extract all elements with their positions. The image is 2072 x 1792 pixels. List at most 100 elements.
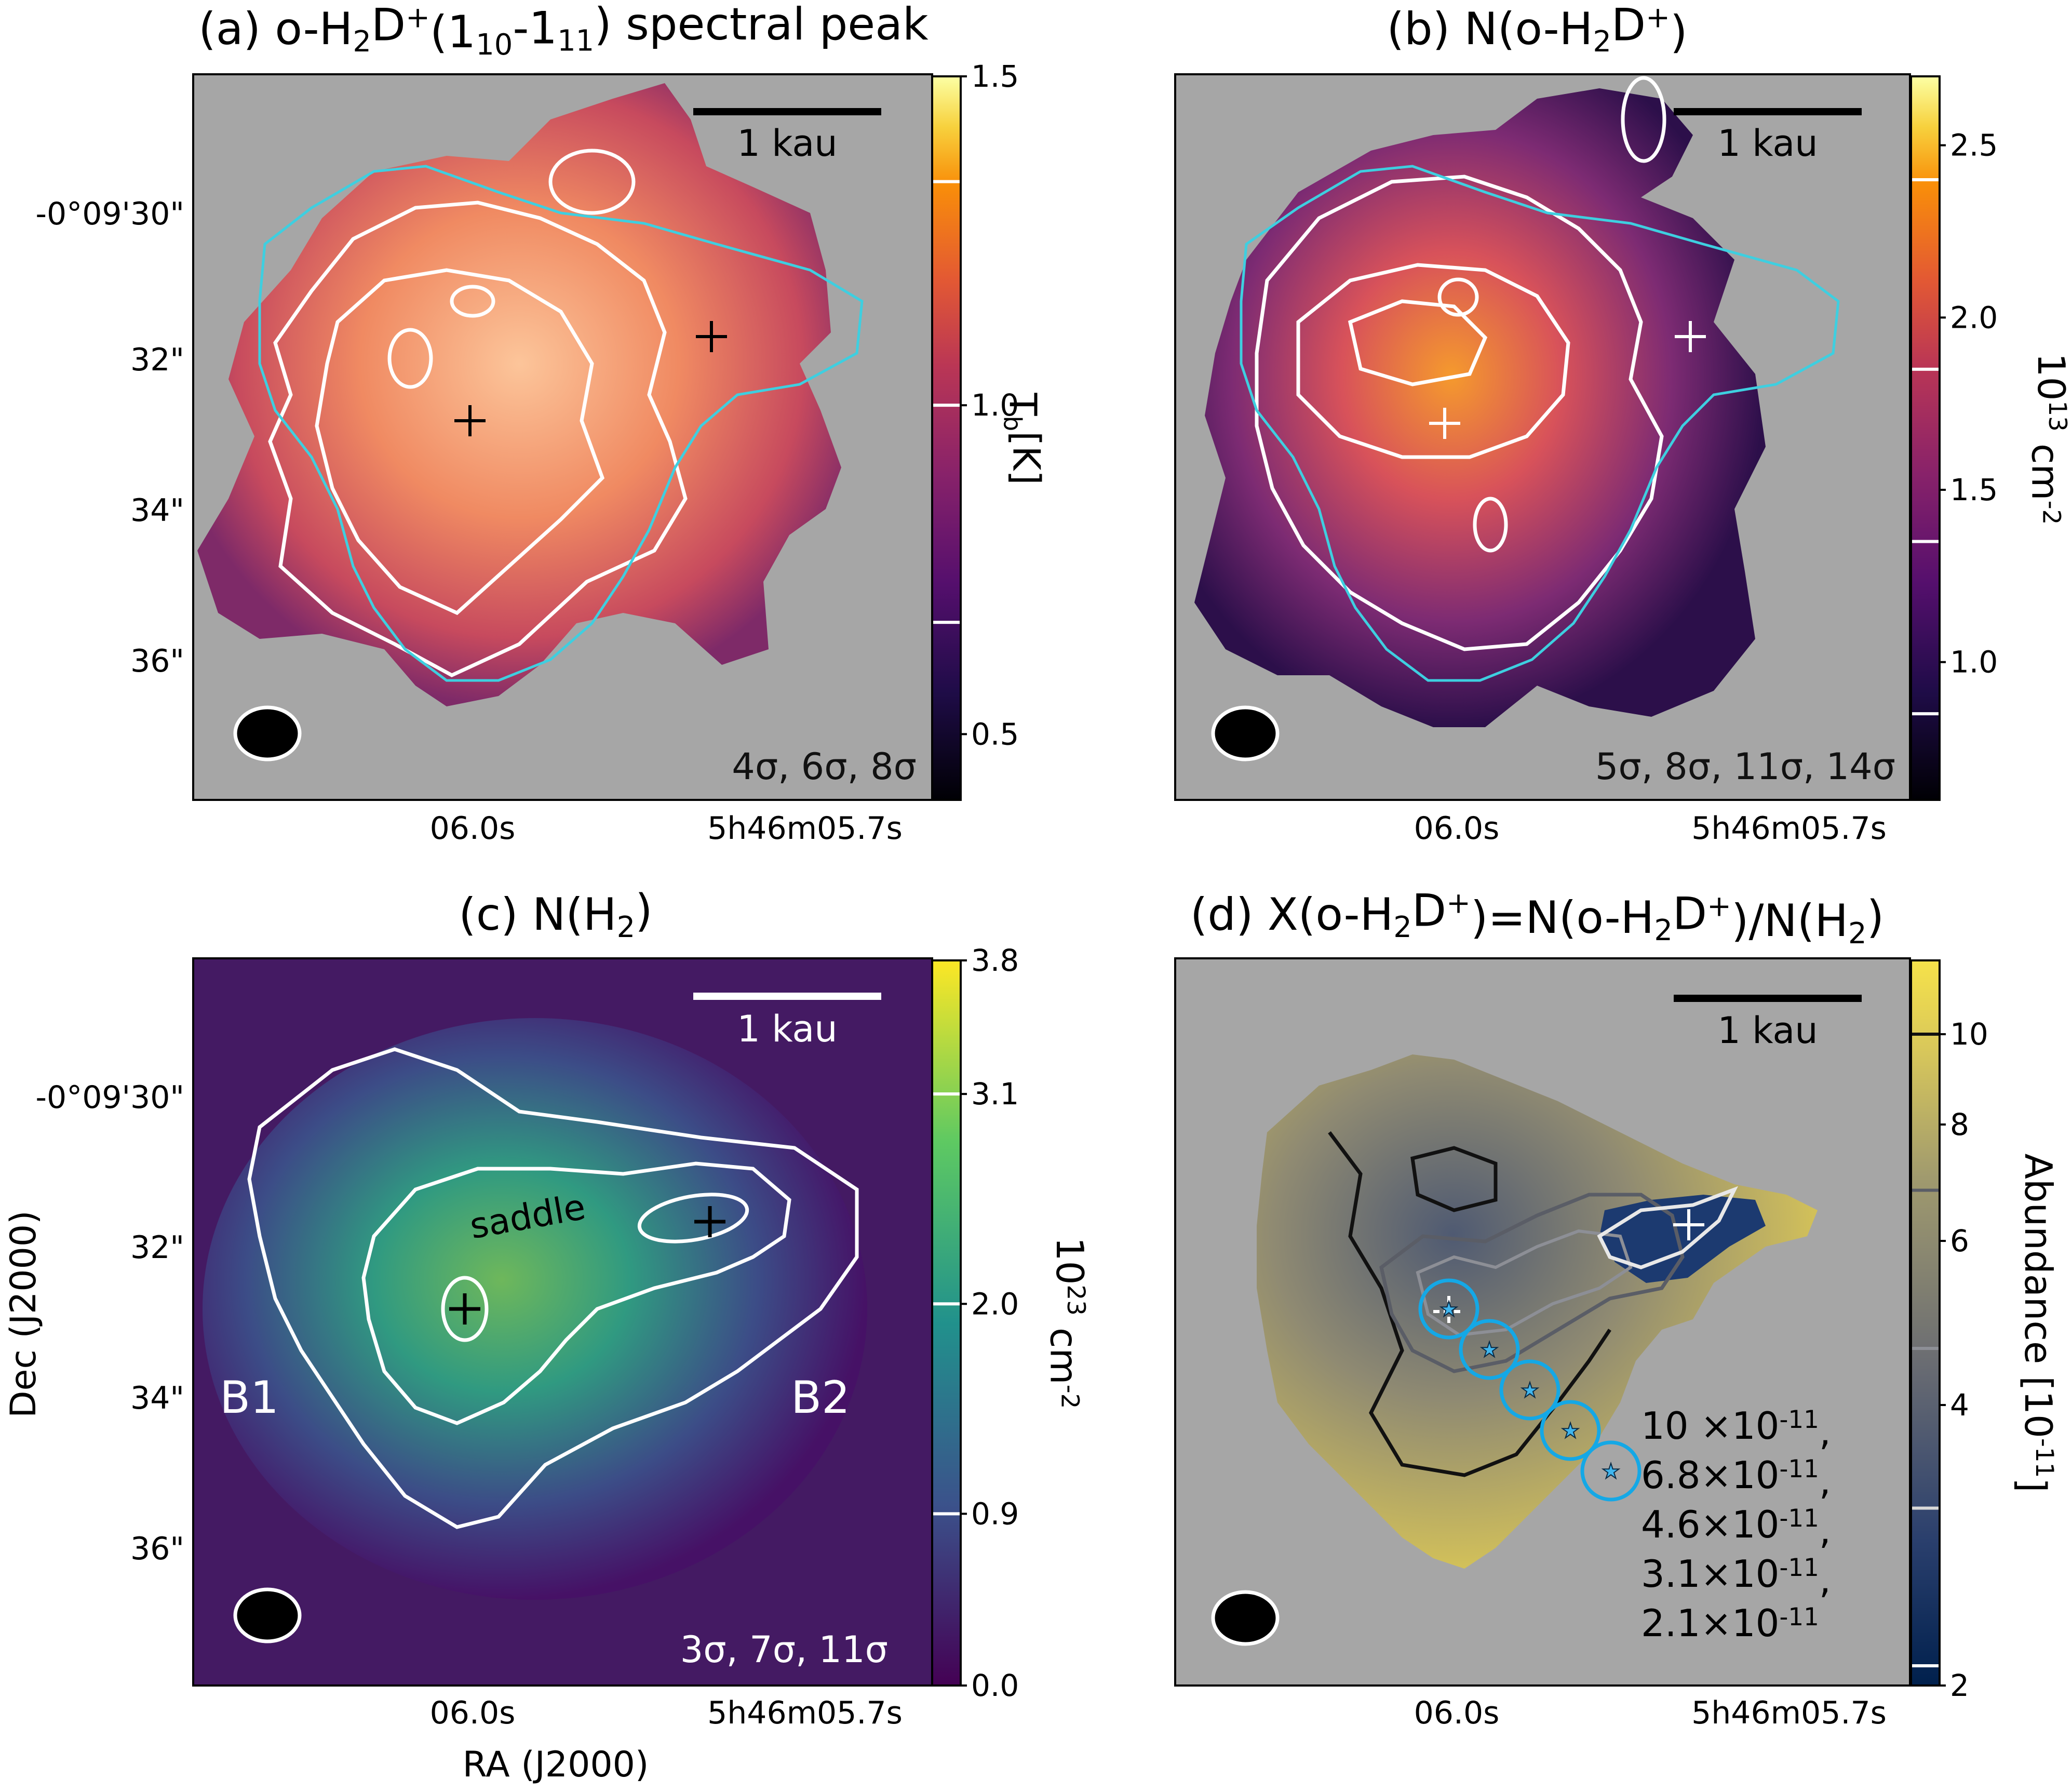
panel-c-colorbar-label: 1023 cm-2 [1042, 1237, 1092, 1409]
y-tick-label: -0°09'30" [35, 196, 184, 232]
panel-b-title: (b) N(o-H2D+) [1387, 0, 1687, 59]
colorbar-tick-label: 6 [1950, 1223, 1969, 1259]
panel-d-title: (d) X(o-H2D+)=N(o-H2D+)/N(H2) [1190, 885, 1884, 951]
panel-c-b1-label: B1 [220, 1372, 279, 1424]
panel-b: (b) N(o-H2D+) 1 kau 5σ, 8σ, 11σ, 14σ 06.… [1174, 0, 2072, 847]
panel-a-colorbar [931, 75, 962, 801]
y-tick-label: 36" [130, 643, 184, 679]
x-tick-label: 06.0s [430, 810, 516, 847]
sample-circle [1459, 1319, 1520, 1380]
sample-circle [1580, 1440, 1642, 1502]
title-part: D [1412, 885, 1446, 937]
panel-b-contour-8sigma [1296, 263, 1570, 459]
y-tick-label: 34" [130, 1380, 184, 1416]
x-tick-label: 06.0s [1414, 810, 1500, 847]
title-part: (b) N(o-H [1387, 3, 1593, 55]
panel-c-contour-levels: 3σ, 7σ, 11σ [680, 1628, 888, 1671]
colorbar-tick-label: 1.0 [971, 387, 1019, 423]
colorbar-tick-label: 3.8 [971, 943, 1019, 978]
panel-a-colorbar-ticks: 0.5 1.0 1.5 [933, 59, 1019, 752]
panel-b-contour-11sigma [1348, 299, 1488, 386]
panel-c-contour-11sigma-b2 [637, 1193, 749, 1243]
panel-a-contour-levels: 4σ, 6σ, 8σ [732, 745, 917, 788]
y-tick-label: 32" [130, 342, 184, 378]
title-part: (a) o-H [198, 3, 353, 55]
colorbar-tick-label: 4 [1950, 1387, 1969, 1423]
contour-level-label: 3.1×10-11, [1641, 1552, 1831, 1601]
title-part: + [1707, 889, 1731, 923]
x-tick-label: 06.0s [1414, 1695, 1500, 1731]
title-part: 2 [353, 25, 371, 59]
panel-a: (a) o-H2D+(110-111) spectral peak 1 kau … [35, 0, 1048, 847]
title-part: ] [2011, 1478, 2054, 1492]
title-part: 2 [1654, 914, 1673, 947]
colorbar-tick-label: 1.0 [1950, 645, 1998, 680]
panel-d-contour-3-1 [1597, 1186, 1739, 1269]
x-tick-label: 5h46m05.7s [1691, 810, 1887, 847]
colorbar-tick-label: 1.5 [1950, 472, 1998, 507]
panel-a-contour-8sigma [548, 149, 636, 215]
panel-a-scalebar-label: 1 kau [737, 122, 837, 165]
colorbar-tick-label: 1.5 [971, 59, 1019, 94]
y-tick-label: 36" [130, 1531, 184, 1567]
panel-c: (c) N(H2) saddle B1 B2 1 kau 3σ, 7σ, 11σ… [3, 885, 1092, 1785]
title-part: 13 [2043, 400, 2071, 432]
panel-d-contour-10 [1328, 1131, 1611, 1477]
panel-b-colorbar-ticks: 1.0 1.5 2.0 2.5 [1912, 128, 1998, 716]
title-part: 11 [557, 24, 594, 58]
panel-d-scalebar-label: 1 kau [1717, 1009, 1818, 1052]
panel-c-marker-b1 [449, 1293, 480, 1325]
title-part: cm [2024, 432, 2067, 501]
panel-b-contour-peak-3 [1621, 76, 1666, 163]
sample-star-icon: ★ [1480, 1338, 1499, 1362]
sample-star-icon: ★ [1439, 1298, 1458, 1321]
panel-d-x-ticks: 06.0s 5h46m05.7s [1414, 1695, 1887, 1731]
panel-d-sample-circles: ★ ★ ★ ★ ★ [1418, 1278, 1642, 1502]
title-part: 23 [1061, 1285, 1089, 1316]
panel-c-scalebar-label: 1 kau [737, 1008, 837, 1050]
title-part: (1 [430, 6, 476, 58]
panel-c-contour-11sigma-b1 [441, 1276, 489, 1342]
colorbar-tick-label: 2.0 [1950, 300, 1998, 335]
panel-b-contour-peak-2 [1473, 497, 1508, 553]
sample-circle [1540, 1400, 1601, 1461]
colorbar-tick-label: 0.9 [971, 1496, 1019, 1531]
panel-d-marker-b2 [1673, 1209, 1704, 1240]
panel-a-contour-6sigma [315, 268, 605, 616]
panel-b-colorbar [1910, 75, 1941, 801]
colorbar-tick-label: 2 [1950, 1668, 1969, 1703]
colorbar-tick-label: 0.0 [971, 1668, 1019, 1703]
colorbar-tick-label: 2.0 [971, 1286, 1019, 1321]
y-tick-label: -0°09'30" [35, 1079, 184, 1116]
panel-d-contour-6-8 [1379, 1193, 1685, 1373]
title-part: ) [635, 885, 653, 937]
sample-circle [1418, 1278, 1479, 1340]
panel-d-marker-b1 [1433, 1296, 1464, 1327]
panel-b-contour-levels: 5σ, 8σ, 11σ, 14σ [1595, 745, 1895, 788]
panel-d: (d) X(o-H2D+)=N(o-H2D+)/N(H2) ★★★★★ 1 ka… [1174, 885, 2060, 1731]
panel-d-contour-levels: 10 ×10-11,6.8×10-11,4.6×10-11,3.1×10-11,… [1641, 1404, 1831, 1645]
panel-d-low-abundance-region [1599, 1195, 1766, 1283]
title-part: ) spectral peak [594, 0, 929, 50]
title-part: (c) N(H [459, 889, 616, 941]
panel-b-contour-14sigma [1437, 277, 1479, 317]
title-part: cm [1042, 1316, 1086, 1385]
panel-a-title: (a) o-H2D+(110-111) spectral peak [198, 0, 929, 62]
panel-c-beam [233, 1587, 302, 1643]
title-part: 2 [1393, 911, 1412, 944]
x-tick-label: 5h46m05.7s [707, 1695, 903, 1731]
title-part: -11 [2030, 1438, 2058, 1478]
title-part: 2 [1848, 917, 1867, 951]
title-part: + [406, 1, 430, 34]
panel-a-colorbar-label: Tb[K] [998, 392, 1048, 485]
title-part: 2 [617, 911, 636, 944]
colorbar-tick-label: 3.1 [971, 1076, 1019, 1112]
title-part: -2 [1056, 1385, 1084, 1409]
panel-c-x-ticks: 06.0s 5h46m05.7s [430, 1695, 903, 1731]
panel-a-emission-map [197, 83, 841, 706]
title-part: -2 [2037, 501, 2065, 525]
panel-b-x-ticks: 06.0s 5h46m05.7s [1414, 810, 1887, 847]
title-part: )=N(o-H [1471, 892, 1654, 944]
panel-a-contour-8sigma-2 [387, 328, 433, 389]
